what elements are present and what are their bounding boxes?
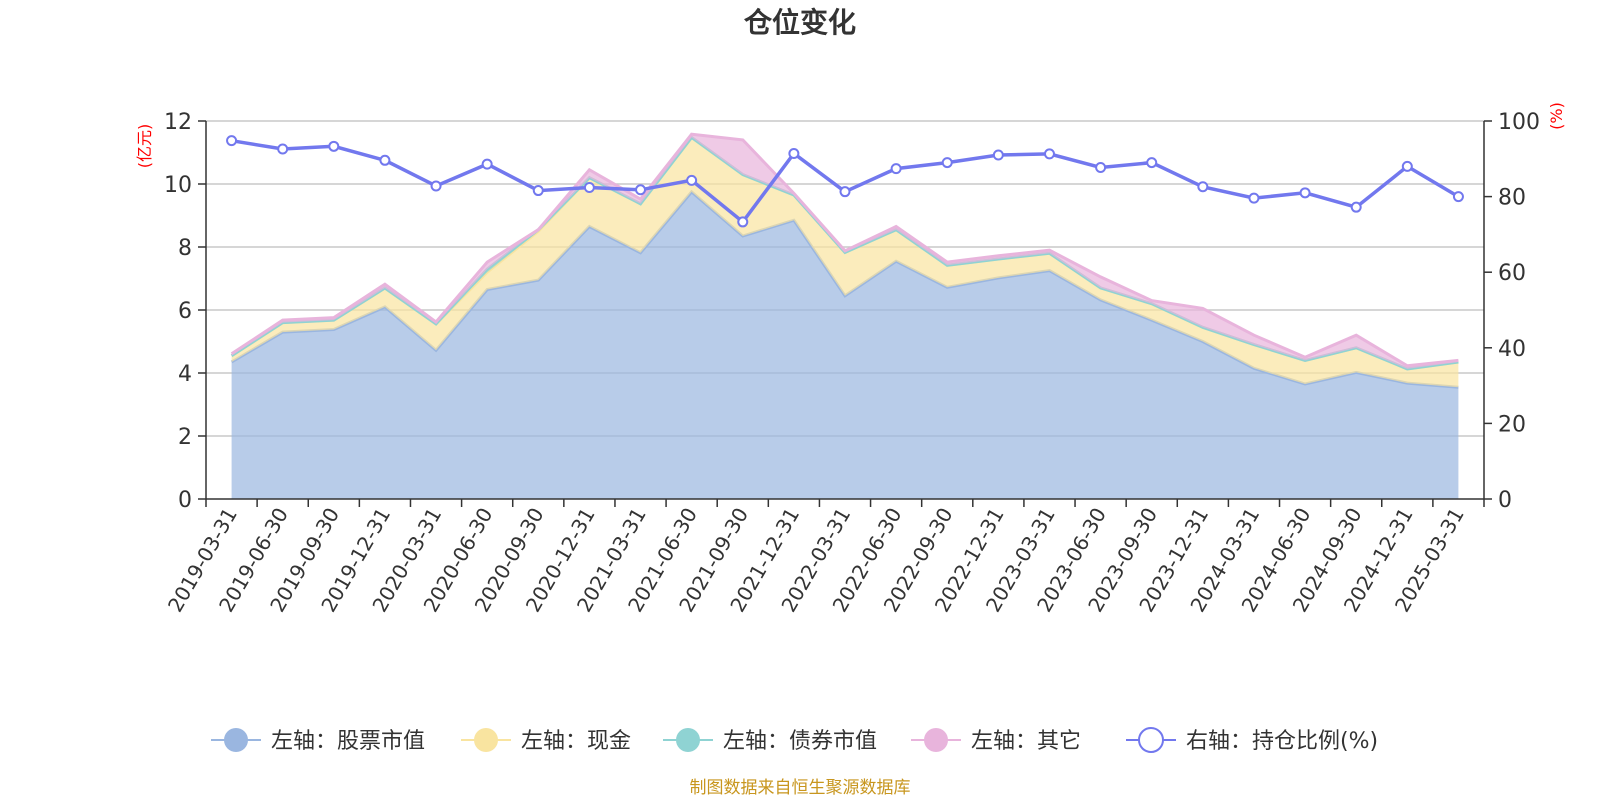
ratio-point [686,174,698,186]
right-tick-label: 80 [1498,186,1526,211]
right-tick-label: 20 [1498,412,1526,437]
ratio-point [430,180,442,192]
legend-item[interactable]: 左轴：现金 [461,728,631,754]
left-tick-label: 8 [178,236,192,261]
ratio-point [481,158,493,170]
left-tick-label: 10 [164,173,192,198]
ratio-point [226,135,238,147]
ratio-point [941,157,953,169]
ratio-point [532,185,544,197]
ratio-point [583,182,595,194]
ratio-line-path [231,138,1460,225]
left-axis-unit: (亿元) [135,124,154,169]
ratio-point [1452,191,1464,203]
right-tick-label: 0 [1498,488,1512,513]
data-source-note: 制图数据来自恒生聚源数据库 [690,778,911,798]
ratio-point [1401,160,1413,172]
left-tick-label: 2 [178,425,192,450]
ratio-point [1146,157,1158,169]
right-tick-label: 100 [1498,110,1540,135]
legend-marker [676,728,700,752]
area-现金 [231,137,1459,388]
legend-item[interactable]: 左轴：股票市值 [211,728,425,754]
stacked-areas [230,132,1459,499]
right-tick-label: 40 [1498,337,1526,362]
ratio-point [277,143,289,155]
legend-marker [224,728,248,752]
ratio-point [1248,192,1260,204]
ratio-point [379,154,391,166]
chart-title: 仓位变化 [744,6,856,39]
legend-marker [474,728,498,752]
ratio-point [328,140,340,152]
position-ratio-line [226,135,1464,228]
legend-label: 左轴：现金 [521,729,631,754]
left-tick-label: 0 [178,488,192,513]
ratio-point [992,149,1004,161]
left-tick-label: 4 [178,362,192,387]
ratio-point [1043,148,1055,160]
left-tick-label: 6 [178,299,192,324]
legend-label: 左轴：债券市值 [723,729,877,754]
legend-label: 左轴：其它 [971,729,1081,754]
right-axis-unit: (%) [1547,102,1566,130]
legend-item[interactable]: 左轴：其它 [911,728,1081,754]
legend-label: 右轴：持仓比例(%) [1186,729,1378,754]
ratio-point [788,148,800,160]
legend-item[interactable]: 右轴：持仓比例(%) [1126,727,1378,754]
ratio-point [1197,181,1209,193]
legend-marker [1138,727,1164,753]
ratio-point [737,216,749,228]
ratio-point [1350,201,1362,213]
ratio-point [1299,187,1311,199]
area-股票市值 [231,191,1459,499]
ratio-point [635,184,647,196]
legend: 左轴：股票市值 左轴：现金 左轴：债券市值 左轴：其它 右轴：持仓比例(%) [211,727,1378,754]
legend-label: 左轴：股票市值 [271,729,425,754]
ratio-point [839,186,851,198]
legend-marker [924,728,948,752]
ratio-point [890,163,902,175]
right-tick-label: 60 [1498,261,1526,286]
ratio-point [1095,161,1107,173]
area-edge-其它 [230,132,1459,368]
left-tick-label: 12 [164,110,192,135]
legend-item[interactable]: 左轴：债券市值 [663,728,877,754]
